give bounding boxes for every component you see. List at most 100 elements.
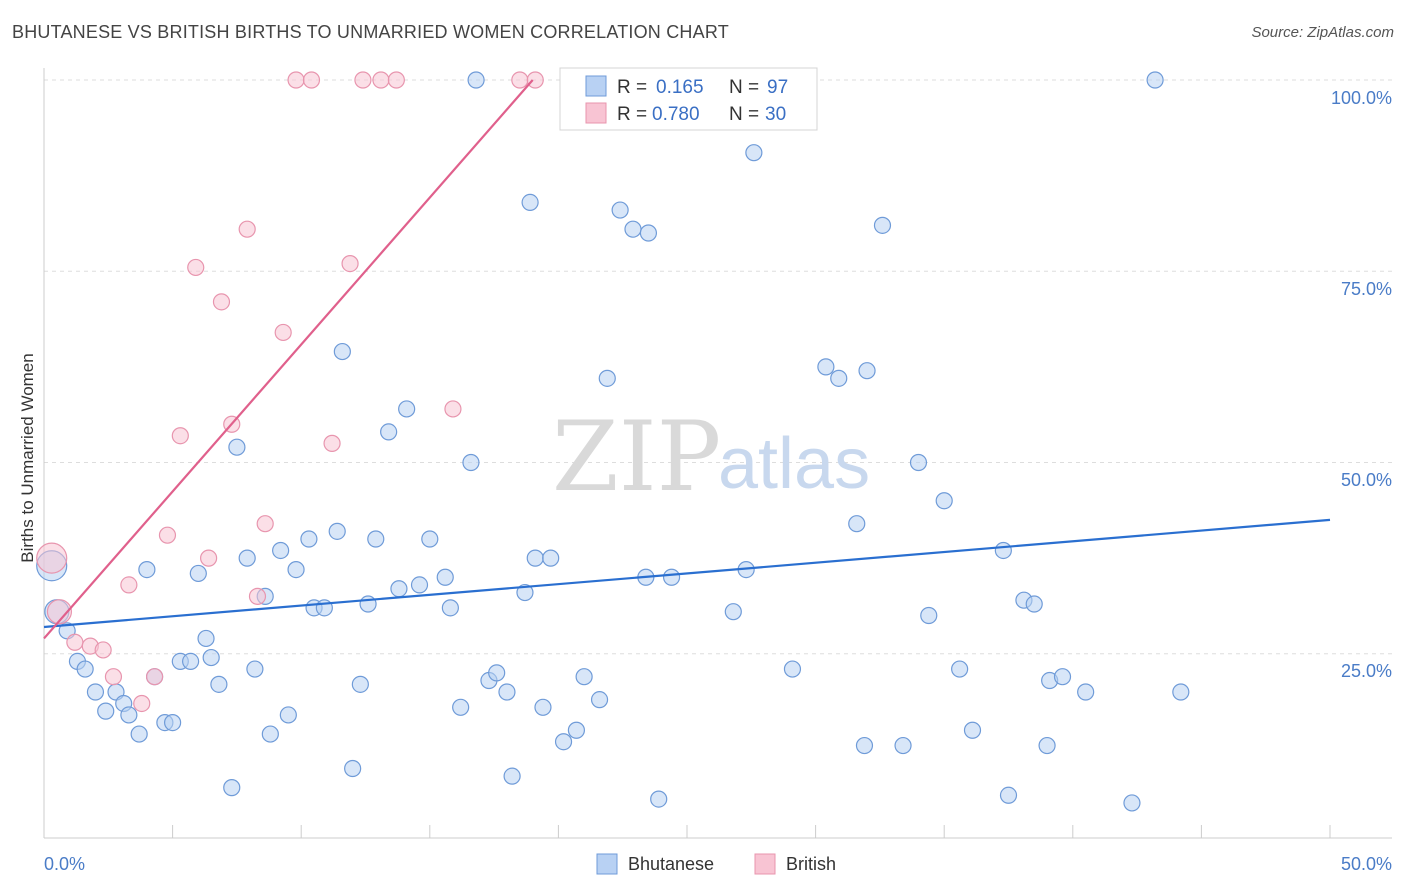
bhutanese-point (1146, 71, 1164, 89)
bhutanese-point (344, 759, 362, 778)
bhutanese-point (380, 423, 398, 441)
legend-british-swatch (754, 853, 776, 875)
legend-r-value: 0.165 (656, 77, 704, 98)
british-point (36, 542, 68, 574)
british-point (341, 255, 359, 273)
british-point (274, 323, 292, 342)
british-point (158, 526, 177, 544)
bhutanese-point (120, 706, 138, 724)
british-point (145, 668, 164, 686)
bhutanese-point (963, 721, 982, 739)
watermark: ZIP atlas (552, 401, 870, 513)
british-points (36, 71, 748, 713)
bhutanese-point (662, 568, 681, 586)
bhutanese-point (1025, 595, 1043, 613)
bhutanese-point (441, 599, 459, 617)
bhutanese-point (611, 201, 629, 219)
bhutanese-point (598, 369, 616, 387)
bhutanese-point (164, 713, 182, 732)
bhutanese-point (398, 400, 416, 418)
chart-title: BHUTANESE VS BRITISH BIRTHS TO UNMARRIED… (12, 22, 729, 42)
bhutanese-point (783, 660, 802, 678)
british-point (212, 293, 231, 311)
bhutanese-point (745, 144, 763, 162)
watermark-atlas: atlas (718, 424, 870, 504)
bhutanese-point (410, 576, 429, 594)
x-tick-label-max: 50.0% (1341, 854, 1392, 874)
bhutanese-point (189, 564, 207, 583)
british-trend-line (43, 79, 534, 640)
bhutanese-point (724, 603, 742, 621)
bhutanese-point (228, 438, 246, 456)
bhutanese-point (351, 675, 369, 693)
bhutanese-point (999, 786, 1018, 804)
bhutanese-point (855, 736, 874, 755)
bhutanese-point (261, 725, 279, 743)
bhutanese-point (76, 660, 94, 678)
bhutanese-point (238, 549, 256, 567)
bhutanese-point (994, 541, 1012, 560)
bhutanese-point (503, 767, 521, 785)
british-swatch (585, 102, 607, 124)
bhutanese-point (421, 530, 439, 548)
bhutanese-point (830, 369, 848, 387)
bhutanese-point (650, 790, 668, 808)
bhutanese-point (367, 530, 385, 548)
stats-legend: R = 0.165 N = 97 R = 0.780 N = 30 (559, 67, 818, 131)
bhutanese-point (452, 698, 470, 716)
bhutanese-point (272, 541, 290, 560)
bhutanese-point (1038, 736, 1056, 755)
british-point (323, 434, 341, 452)
legend-r-label: R = (617, 104, 647, 125)
y-tick-label: 75.0% (1341, 279, 1392, 299)
british-point (133, 694, 151, 713)
legend-n-label: N = (729, 77, 759, 98)
british-point (511, 71, 529, 89)
legend-r-label: R = (617, 77, 647, 98)
bhutanese-point (390, 580, 408, 598)
y-tick-label: 50.0% (1341, 470, 1392, 490)
legend-n-label: N = (729, 104, 759, 125)
bhutanese-point (328, 522, 346, 540)
bhutanese-point (873, 216, 892, 234)
bhutanese-point (138, 560, 156, 579)
trend-lines (43, 79, 1331, 640)
bhutanese-point (300, 530, 318, 548)
british-point (238, 220, 256, 238)
bhutanese-point (467, 71, 485, 89)
bhutanese-point (639, 224, 658, 242)
bhutanese-point (575, 668, 593, 686)
bhutanese-point (86, 683, 105, 701)
bhutanese-point (498, 683, 516, 701)
bhutanese-point (97, 702, 115, 720)
british-point (287, 71, 305, 89)
bhutanese-point (909, 453, 928, 472)
bhutanese-point (516, 583, 534, 602)
british-point (354, 71, 372, 89)
bhutanese-point (333, 342, 351, 361)
bhutanese-point (210, 675, 228, 693)
british-point (248, 587, 267, 605)
british-point (187, 258, 205, 277)
legend-n-value: 97 (767, 77, 788, 98)
bhutanese-point (935, 492, 953, 510)
legend-bhutanese-swatch (596, 853, 618, 875)
bhutanese-point (554, 733, 573, 751)
bhutanese-point (223, 779, 241, 797)
bhutanese-trend-line (43, 518, 1331, 629)
bhutanese-point (534, 698, 552, 716)
british-point (387, 71, 405, 89)
british-point (526, 71, 544, 89)
british-point (372, 71, 390, 89)
bhutanese-point (521, 193, 539, 211)
legend-bhutanese-label: Bhutanese (628, 854, 714, 874)
y-tick-label: 100.0% (1331, 88, 1392, 108)
bhutanese-point (542, 549, 560, 567)
bhutanese-point (817, 358, 835, 376)
british-point (302, 71, 321, 89)
british-point (200, 549, 218, 567)
bhutanese-point (462, 453, 480, 472)
gridlines (44, 79, 1392, 655)
bhutanese-point (1053, 668, 1072, 686)
